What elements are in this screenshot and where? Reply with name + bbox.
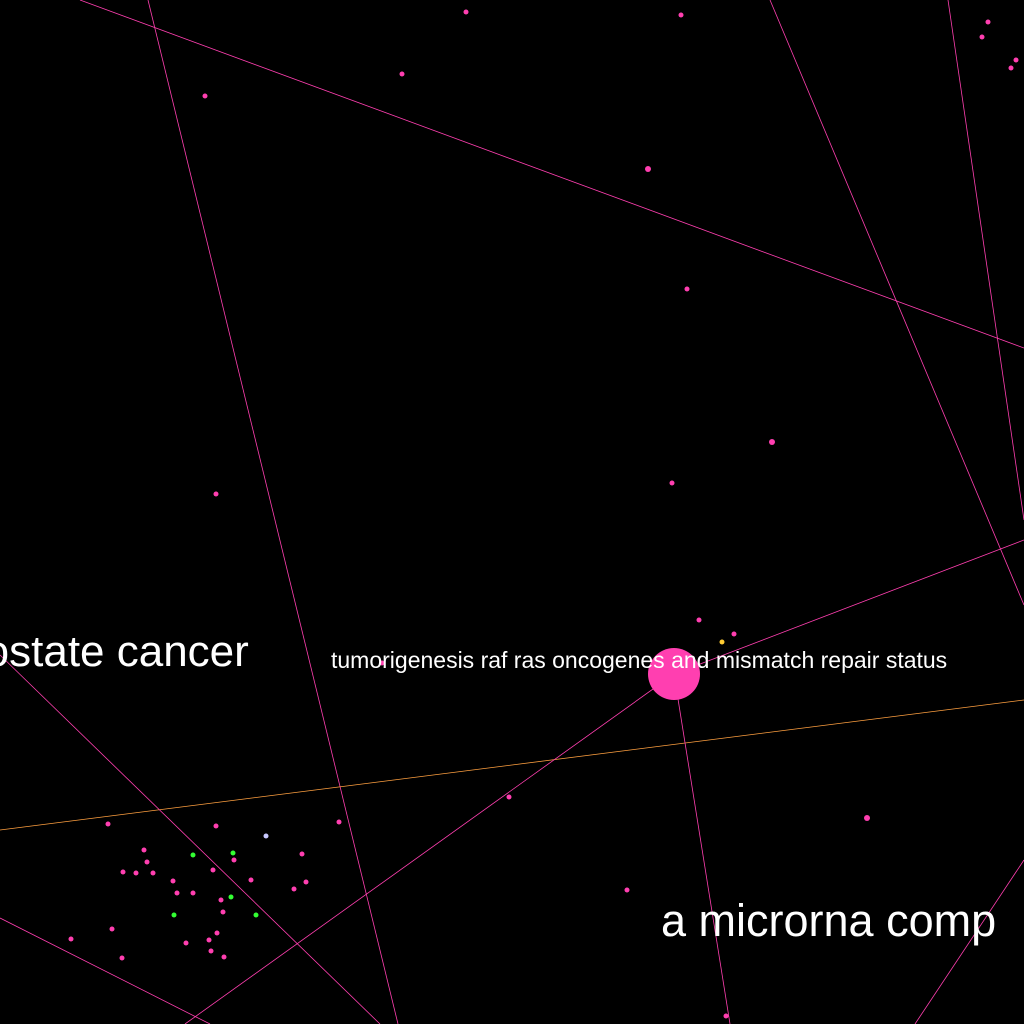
graph-node-17[interactable] <box>336 819 342 825</box>
graph-node-43[interactable] <box>119 955 125 961</box>
graph-node-13[interactable] <box>696 617 702 623</box>
graph-edge-7 <box>673 673 731 1024</box>
graph-node-9[interactable] <box>684 286 690 292</box>
graph-edge-3 <box>947 0 1024 521</box>
graph-node-49[interactable] <box>190 852 196 858</box>
graph-node-35[interactable] <box>248 877 254 883</box>
graph-node-53[interactable] <box>253 912 259 918</box>
graph-edge-0 <box>79 0 1024 349</box>
graph-node-12[interactable] <box>213 491 219 497</box>
graph-node-40[interactable] <box>291 886 297 892</box>
graph-node-hub[interactable] <box>648 648 700 700</box>
graph-node-8[interactable] <box>645 166 651 172</box>
graph-node-11[interactable] <box>669 480 675 486</box>
graph-node-46[interactable] <box>214 930 220 936</box>
graph-node-54[interactable] <box>263 833 269 839</box>
graph-node-27[interactable] <box>133 870 139 876</box>
graph-node-3[interactable] <box>979 34 985 40</box>
graph-node-24[interactable] <box>141 847 147 853</box>
graph-node-34[interactable] <box>210 867 216 873</box>
graph-node-20[interactable] <box>723 1013 729 1019</box>
graph-node-0[interactable] <box>463 9 469 15</box>
graph-edge-8 <box>0 654 381 1024</box>
graph-node-25[interactable] <box>144 859 150 865</box>
graph-node-38[interactable] <box>299 851 305 857</box>
graph-edge-5 <box>673 539 1024 675</box>
graph-node-42[interactable] <box>68 936 74 942</box>
graph-node-19[interactable] <box>624 887 630 893</box>
node-label-tumorigenesis: tumorigenesis raf ras oncogenes and mism… <box>331 647 948 673</box>
graph-edge-9 <box>0 917 211 1024</box>
graph-node-45[interactable] <box>206 937 212 943</box>
graph-node-52[interactable] <box>171 912 177 918</box>
graph-node-22[interactable] <box>719 639 725 645</box>
graph-node-51[interactable] <box>228 894 234 900</box>
graph-node-26[interactable] <box>120 869 126 875</box>
graph-node-1[interactable] <box>678 12 684 18</box>
graph-node-29[interactable] <box>170 878 176 884</box>
graph-edge-4 <box>0 699 1024 831</box>
graph-node-30[interactable] <box>174 890 180 896</box>
graph-node-37[interactable] <box>220 909 226 915</box>
graph-node-23[interactable] <box>105 821 111 827</box>
graph-edge-10 <box>914 859 1024 1024</box>
graph-node-6[interactable] <box>399 71 405 77</box>
graph-node-50[interactable] <box>230 850 236 856</box>
graph-node-15[interactable] <box>379 660 385 666</box>
graph-node-31[interactable] <box>190 890 196 896</box>
graph-edge-1 <box>147 0 399 1024</box>
graph-node-14[interactable] <box>731 631 737 637</box>
graph-node-48[interactable] <box>221 954 227 960</box>
graph-node-47[interactable] <box>208 948 214 954</box>
graph-node-33[interactable] <box>231 857 237 863</box>
graph-node-36[interactable] <box>218 897 224 903</box>
graph-edge-6 <box>184 673 675 1024</box>
node-label-prostate-cancer: rostate cancer <box>0 627 249 676</box>
graph-node-32[interactable] <box>213 823 219 829</box>
graph-node-18[interactable] <box>864 815 870 821</box>
node-label-microrna: a microrna comp <box>661 895 997 946</box>
graph-node-16[interactable] <box>506 794 512 800</box>
graph-node-2[interactable] <box>985 19 991 25</box>
graph-node-4[interactable] <box>1013 57 1019 63</box>
graph-node-10[interactable] <box>769 439 775 445</box>
graph-edge-2 <box>769 0 1024 606</box>
graph-node-28[interactable] <box>150 870 156 876</box>
graph-node-5[interactable] <box>1008 65 1014 71</box>
graph-node-41[interactable] <box>109 926 115 932</box>
graph-node-39[interactable] <box>303 879 309 885</box>
graph-node-7[interactable] <box>202 93 208 99</box>
graph-node-44[interactable] <box>183 940 189 946</box>
